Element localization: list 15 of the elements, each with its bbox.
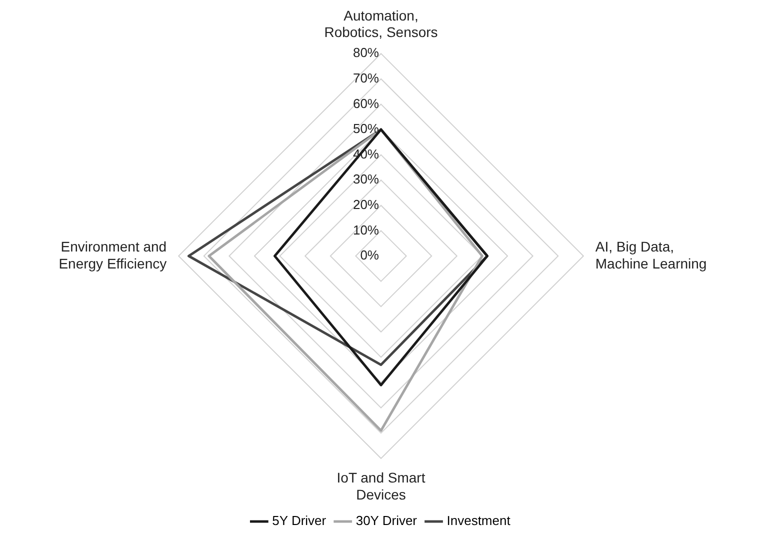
spoke-label: Environment and Energy Efficiency — [58, 238, 167, 272]
y-tick-label: 70% — [352, 70, 380, 86]
y-tick-label: 30% — [352, 172, 380, 187]
y-tick-label: 60% — [352, 96, 380, 111]
y-tick-label: 50% — [352, 121, 380, 136]
legend-label: 30Y Driver — [356, 513, 418, 528]
y-tick-label: 20% — [352, 196, 380, 212]
spoke-label: IoT and Smart Devices — [336, 470, 426, 502]
y-tick-label: 10% — [352, 222, 380, 238]
legend-label: 5Y Driver — [272, 513, 327, 528]
spoke-label: Automation, Robotics, Sensors — [324, 7, 438, 40]
spoke-label: AI, Big Data, Machine Learning — [595, 238, 707, 272]
legend-label: Investment — [446, 513, 511, 528]
y-tick-label: 80% — [352, 45, 380, 60]
y-tick-label: 0% — [360, 248, 380, 263]
